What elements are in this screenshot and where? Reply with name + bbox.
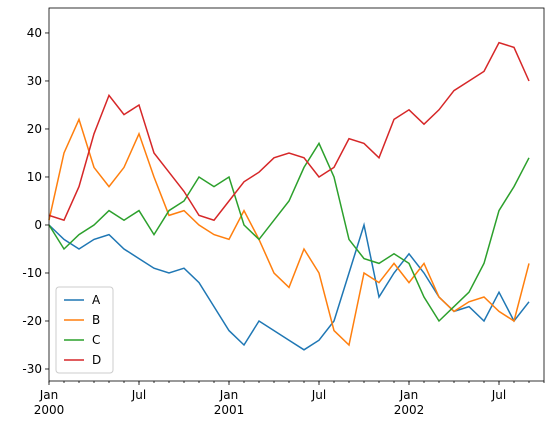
x-tick-label: Jul (491, 388, 506, 402)
x-tick-label: Jan 2002 (394, 388, 425, 417)
y-tick-label: 10 (27, 170, 42, 184)
x-tick-label: Jul (131, 388, 146, 402)
legend-label: C (92, 333, 100, 347)
series-line (48, 117, 530, 347)
legend-box (55, 286, 114, 374)
legend-label: B (92, 313, 100, 327)
series-line (48, 41, 530, 222)
y-tick-label: 30 (27, 74, 42, 88)
x-tick-label: Jan 2001 (214, 388, 245, 417)
plot-frame (48, 7, 545, 382)
y-tick-label: -20 (22, 314, 42, 328)
y-tick-label: -10 (22, 266, 42, 280)
x-tick-label: Jan 2000 (34, 388, 65, 417)
legend-label: D (92, 353, 101, 367)
y-tick-label: -30 (22, 362, 42, 376)
y-tick-label: 20 (27, 122, 42, 136)
x-tick-label: Jul (311, 388, 326, 402)
series-line (48, 141, 530, 323)
y-tick-label: 0 (34, 218, 42, 232)
y-tick-label: 40 (27, 26, 42, 40)
legend-label: A (92, 293, 101, 307)
